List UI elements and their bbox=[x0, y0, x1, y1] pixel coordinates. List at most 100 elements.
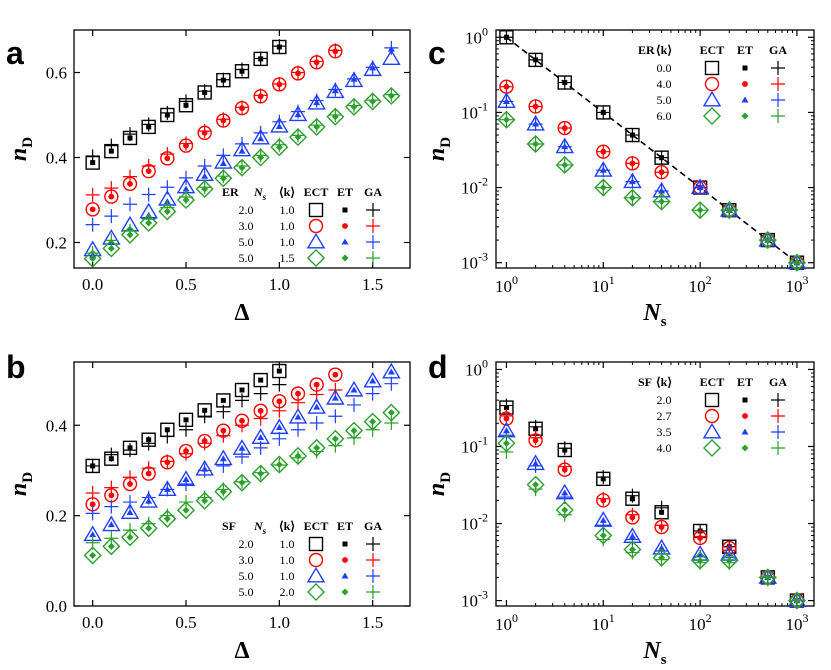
legend-title: ER bbox=[222, 185, 239, 199]
point-ga bbox=[499, 30, 514, 45]
legend-k: 3.5 bbox=[657, 425, 672, 439]
point-ga bbox=[693, 529, 708, 544]
x-tick-label: 103 bbox=[785, 611, 808, 634]
x-tick-label: 0.5 bbox=[175, 613, 196, 632]
point-ga bbox=[272, 431, 287, 446]
point-ga bbox=[557, 75, 572, 90]
panel-c: 100 101 102 103 10-3 10-2 10-1 100 Ns nD c ER ⟨k⟩ ECT… bbox=[424, 24, 815, 330]
point-et bbox=[257, 433, 265, 440]
panel-label: c bbox=[428, 35, 446, 71]
legend-k: 1.0 bbox=[280, 219, 295, 233]
point-et bbox=[313, 403, 321, 410]
legend-marker-ect bbox=[306, 248, 326, 268]
legend-col-ect: ECT bbox=[700, 43, 725, 57]
point-ga bbox=[253, 386, 268, 401]
point-ga bbox=[291, 450, 305, 465]
point-et bbox=[294, 413, 302, 420]
series-green bbox=[83, 403, 401, 565]
point-ga bbox=[625, 488, 640, 503]
legend-title: ER bbox=[638, 43, 655, 57]
point-ga bbox=[347, 98, 361, 113]
point-ga bbox=[179, 495, 193, 510]
point-ga bbox=[499, 444, 514, 459]
point-ga bbox=[328, 43, 343, 58]
point-ect bbox=[691, 201, 710, 220]
x-tick-label: 103 bbox=[785, 273, 808, 296]
panel-b: 0.0 0.5 1.0 1.5 0.0 0.2 0.4 ΔnD b SF Ns ⟨k⟩ ECT ET GA 2… bbox=[6, 349, 411, 664]
point-ect bbox=[652, 192, 671, 211]
point-ga bbox=[123, 169, 137, 184]
legend-marker-ga bbox=[366, 235, 380, 249]
x-tick-label: 100 bbox=[495, 611, 518, 634]
point-et bbox=[369, 418, 377, 426]
point-ga bbox=[160, 429, 175, 444]
legend-marker-et bbox=[741, 96, 749, 103]
point-et bbox=[108, 492, 115, 499]
point-ect bbox=[326, 82, 345, 99]
point-ga bbox=[384, 40, 399, 55]
point-ga bbox=[104, 209, 119, 224]
legend-col-ns: Ns bbox=[253, 519, 267, 536]
point-et bbox=[239, 387, 245, 393]
point-ga bbox=[123, 495, 137, 510]
legend-col-k: ⟨k⟩ bbox=[279, 519, 295, 533]
series-blue bbox=[497, 92, 807, 270]
legend-marker-ect bbox=[308, 218, 324, 234]
legend-marker-ect bbox=[704, 76, 720, 92]
legend-marker-ect bbox=[308, 552, 324, 568]
point-ect bbox=[102, 239, 121, 258]
point-ga bbox=[141, 516, 156, 531]
point-ga bbox=[625, 174, 640, 189]
x-tick-label: 1.0 bbox=[269, 613, 290, 632]
legend-col-ect: ECT bbox=[304, 519, 329, 533]
legend-ns: 5.0 bbox=[239, 235, 254, 249]
x-tick-label: 0.0 bbox=[82, 275, 103, 294]
y-tick-label: 10-1 bbox=[461, 433, 488, 456]
point-ga bbox=[596, 144, 611, 159]
point-ga bbox=[235, 136, 249, 151]
point-ga bbox=[216, 404, 231, 419]
point-ect bbox=[382, 86, 401, 105]
point-ga bbox=[654, 194, 669, 209]
legend-k: 1.0 bbox=[280, 553, 295, 567]
point-ect bbox=[214, 152, 233, 169]
legend-b: SF Ns ⟨k⟩ ECT ET GA 2.0 1.0 3.0 1.0 5.0 1.0 5.0 2.0 bbox=[222, 519, 382, 602]
point-ga bbox=[654, 500, 669, 515]
legend-marker-ect bbox=[308, 536, 324, 552]
point-ga bbox=[596, 163, 611, 178]
point-ect bbox=[758, 568, 777, 587]
point-ga bbox=[235, 418, 249, 433]
point-ga bbox=[625, 507, 640, 522]
point-ga bbox=[499, 94, 514, 109]
legend-marker-ga bbox=[771, 409, 785, 423]
point-ect bbox=[232, 473, 252, 492]
legend-marker-ga bbox=[366, 537, 380, 551]
legend-marker-et bbox=[342, 223, 348, 229]
legend-marker-et bbox=[341, 254, 349, 262]
point-et bbox=[332, 371, 339, 378]
point-ga bbox=[123, 197, 137, 212]
point-ga bbox=[557, 121, 572, 136]
point-ga bbox=[179, 190, 193, 205]
point-et bbox=[387, 409, 395, 417]
point-et bbox=[276, 398, 283, 405]
legend-marker-et bbox=[742, 65, 748, 71]
legend-ns: 5.0 bbox=[239, 569, 254, 583]
legend-ns: 5.0 bbox=[239, 585, 254, 599]
point-ga bbox=[557, 459, 572, 474]
point-ga bbox=[272, 458, 287, 473]
point-ga bbox=[596, 180, 611, 195]
legend-marker-et bbox=[741, 428, 749, 435]
point-ga bbox=[347, 430, 361, 445]
point-ect bbox=[251, 464, 270, 483]
x-axis-label: Δ bbox=[234, 638, 249, 664]
point-ga bbox=[216, 482, 231, 497]
point-ect bbox=[363, 92, 382, 111]
x-tick-label: 0.5 bbox=[175, 275, 196, 294]
legend-k: 2.7 bbox=[657, 409, 672, 423]
point-ga bbox=[625, 128, 640, 143]
point-ga bbox=[291, 128, 305, 143]
legend-marker-ga bbox=[771, 77, 785, 91]
point-ect bbox=[344, 71, 364, 88]
legend-k: 1.5 bbox=[280, 251, 295, 265]
